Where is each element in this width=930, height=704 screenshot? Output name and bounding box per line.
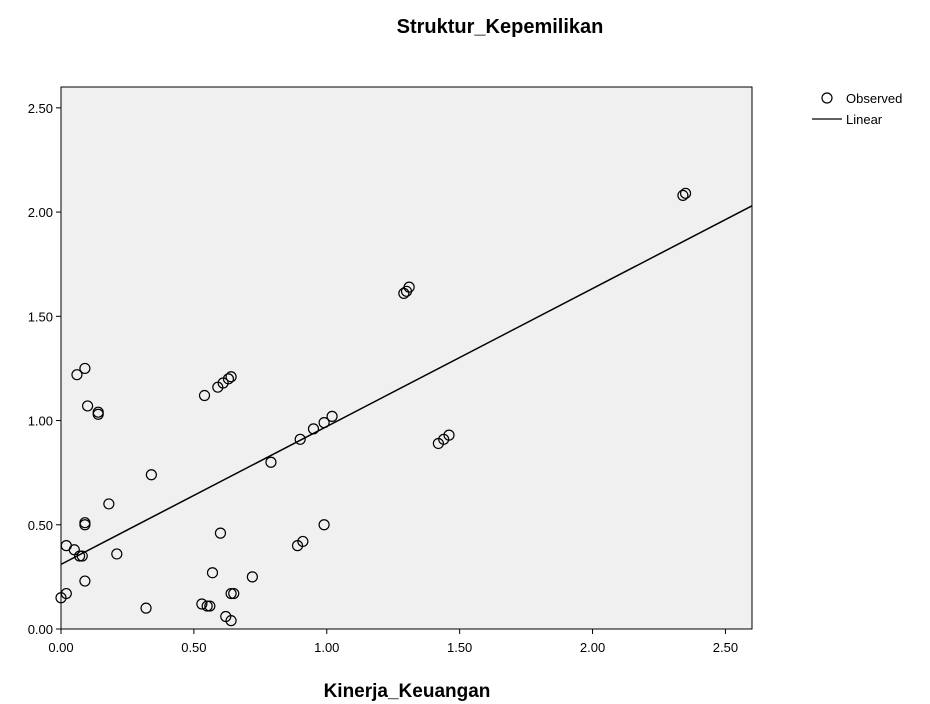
- data-point: [79, 575, 91, 587]
- data-point: [225, 587, 237, 600]
- data-point: [403, 281, 415, 293]
- x-tick-label: 2.00: [580, 640, 605, 655]
- data-point: [81, 400, 94, 412]
- data-point: [265, 456, 277, 468]
- y-tick-label: 1.50: [28, 309, 53, 324]
- chart-title: Struktur_Kepemilikan: [397, 16, 604, 38]
- data-point: [318, 519, 330, 531]
- data-point: [140, 602, 152, 614]
- data-point: [225, 371, 237, 383]
- data-point: [103, 498, 115, 510]
- observed-points-group: [55, 187, 692, 627]
- data-point: [145, 469, 157, 481]
- x-axis-label: Kinerja_Keuangan: [324, 681, 491, 702]
- data-point: [228, 587, 240, 600]
- y-tick-label: 2.50: [28, 101, 53, 116]
- y-tick-label: 2.00: [28, 205, 53, 220]
- x-axis: 0.00 0.50 1.00 1.50 2.00 2.50: [48, 629, 738, 655]
- legend-linear-label: Linear: [846, 112, 883, 127]
- data-point: [246, 571, 258, 583]
- data-point: [677, 189, 689, 201]
- data-point: [294, 433, 306, 445]
- legend: Observed Linear: [812, 91, 902, 127]
- y-tick-label: 0.50: [28, 518, 53, 533]
- regression-line: [60, 205, 753, 566]
- data-point: [60, 587, 72, 600]
- data-point: [443, 429, 455, 441]
- y-tick-label: 0.00: [28, 622, 53, 637]
- x-tick-label: 1.00: [314, 640, 339, 655]
- data-point: [198, 389, 211, 402]
- data-point: [76, 550, 88, 562]
- y-axis: 0.00 0.50 1.00 1.50 2.00 2.50: [28, 101, 61, 637]
- data-point: [307, 423, 320, 435]
- data-point: [92, 406, 104, 418]
- data-point: [196, 598, 208, 610]
- data-point: [225, 615, 237, 627]
- legend-observed-label: Observed: [846, 91, 902, 106]
- data-point: [201, 600, 213, 612]
- y-tick-label: 1.00: [28, 414, 53, 429]
- data-point: [318, 417, 330, 429]
- plot-area: [60, 86, 753, 630]
- legend-observed-marker: [821, 92, 833, 104]
- data-point: [71, 369, 83, 381]
- data-point: [204, 600, 216, 612]
- x-tick-label: 2.50: [713, 640, 738, 655]
- x-tick-label: 0.00: [48, 640, 73, 655]
- x-tick-label: 0.50: [181, 640, 206, 655]
- data-point: [297, 535, 309, 548]
- data-point: [74, 550, 86, 562]
- x-tick-label: 1.50: [447, 640, 472, 655]
- data-point: [326, 410, 338, 422]
- data-point: [222, 373, 235, 385]
- data-point: [79, 362, 91, 375]
- data-point: [214, 527, 227, 539]
- data-point: [111, 548, 123, 560]
- data-point: [679, 187, 692, 199]
- data-point: [79, 517, 91, 529]
- regression-line-group: [60, 205, 753, 566]
- data-point: [206, 567, 219, 579]
